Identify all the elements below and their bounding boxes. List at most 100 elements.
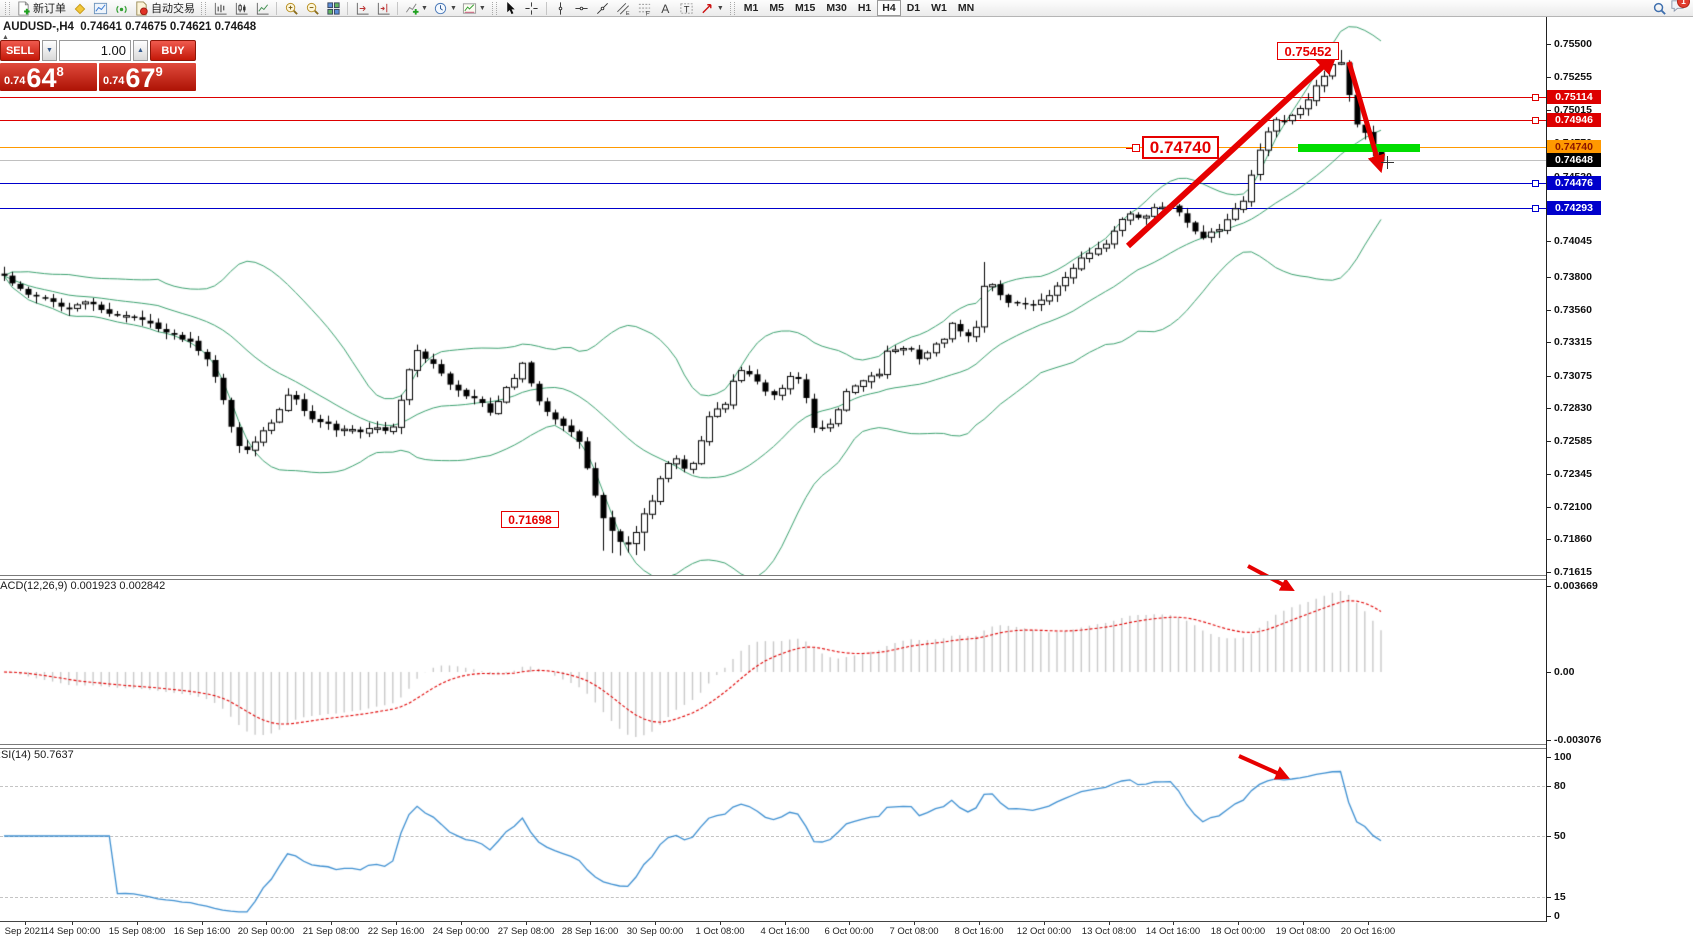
- toolbar-separator: [347, 1, 348, 15]
- peak-price-label[interactable]: 0.75452: [1277, 42, 1339, 60]
- timeframe-mn[interactable]: MN: [953, 0, 979, 16]
- sell-price-button[interactable]: 0.74 64 8: [0, 63, 97, 91]
- rsi-indicator-pane[interactable]: [0, 747, 1546, 921]
- auto-scroll-button[interactable]: [352, 0, 372, 16]
- price-tick-mark: [1547, 507, 1551, 508]
- buy-button[interactable]: BUY: [150, 40, 196, 61]
- charts-window-button[interactable]: [90, 0, 110, 16]
- date-tick-mark: [1238, 922, 1239, 925]
- price-tick: 0.73800: [1554, 271, 1592, 283]
- price-badge: 0.74648: [1547, 153, 1601, 167]
- date-tick-label: 20 Sep 00:00: [237, 926, 295, 937]
- date-tick-mark: [979, 922, 980, 925]
- vertical-line-button[interactable]: [551, 0, 571, 16]
- price-tick-mark: [1547, 474, 1551, 475]
- timeframe-h1[interactable]: H1: [853, 0, 876, 16]
- sell-button[interactable]: SELL: [0, 40, 40, 61]
- rsi-label: RSI(14) 50.7637: [0, 749, 74, 761]
- pane-separator[interactable]: [0, 744, 1546, 749]
- signals-button[interactable]: [111, 0, 131, 16]
- date-tick-label: 8 Oct 16:00: [954, 926, 1004, 937]
- periods-button[interactable]: ▼: [431, 0, 459, 16]
- date-tick-label: 16 Sep 16:00: [173, 926, 231, 937]
- buy-price-sup: 9: [155, 64, 163, 79]
- line-chart-button[interactable]: [252, 0, 272, 16]
- fibonacci-icon: F: [639, 3, 651, 16]
- new-order-icon: [18, 0, 30, 16]
- text-label-button[interactable]: T: [677, 0, 697, 16]
- zoom-in-button[interactable]: [281, 0, 301, 16]
- pane-separator[interactable]: [0, 575, 1546, 580]
- tile-windows-button[interactable]: [323, 0, 343, 16]
- rsi-tick: 100: [1554, 751, 1572, 763]
- line-chart-icon: [256, 2, 269, 15]
- date-tick-mark: [720, 922, 721, 925]
- timeframe-w1[interactable]: W1: [926, 0, 952, 16]
- lot-decrease-button[interactable]: ▼: [42, 40, 57, 61]
- new-order-button[interactable]: 新订单: [14, 0, 68, 16]
- mid-price-label[interactable]: 0.74740: [1142, 136, 1219, 159]
- macd-tick: 0.00: [1554, 666, 1575, 678]
- chart-shift-icon: [377, 2, 390, 15]
- chart-shift-button[interactable]: [373, 0, 393, 16]
- chat-button[interactable]: 1: [1670, 0, 1690, 18]
- horizontal-line-icon: [575, 6, 588, 10]
- equidistant-channel-button[interactable]: E: [614, 0, 634, 16]
- date-tick-label: 4 Oct 16:00: [760, 926, 810, 937]
- date-axis[interactable]: Sep 2021 14 Sep 00:00 15 Sep 08:00 16 Sep 1…: [0, 922, 1546, 939]
- date-tick-label: 28 Sep 16:00: [561, 926, 619, 937]
- macd-tick: -0.003076: [1554, 734, 1602, 746]
- rsi-tick-mark: [1547, 897, 1551, 898]
- cursor-icon: [507, 1, 516, 14]
- autotrading-button[interactable]: 自动交易: [132, 0, 197, 16]
- toolbar-separator: [545, 1, 547, 15]
- main-price-chart[interactable]: [0, 18, 1546, 575]
- indicators-button[interactable]: ▼: [402, 0, 430, 16]
- support-zone-bar[interactable]: [1298, 144, 1420, 152]
- low-price-label[interactable]: 0.71698: [501, 511, 559, 528]
- macd-indicator-pane[interactable]: [0, 578, 1546, 744]
- fibonacci-button[interactable]: F: [635, 0, 655, 16]
- date-tick-label: 13 Oct 08:00: [1081, 926, 1137, 937]
- crosshair-button[interactable]: [522, 0, 542, 16]
- price-axis[interactable]: 0.755000.752550.750150.747700.745300.742…: [1546, 17, 1693, 922]
- label-connector-line: [1126, 147, 1133, 149]
- date-tick-mark: [526, 922, 527, 925]
- timeframe-m5[interactable]: M5: [764, 0, 789, 16]
- candlestick-chart-button[interactable]: [231, 0, 251, 16]
- macd-tick-mark: [1547, 586, 1551, 587]
- timeframe-m15[interactable]: M15: [790, 0, 820, 16]
- date-tick-mark: [590, 922, 591, 925]
- arrows-button[interactable]: ▼: [698, 0, 726, 16]
- timeframe-m1[interactable]: M1: [739, 0, 764, 16]
- lot-increase-button[interactable]: ▲: [133, 40, 148, 61]
- search-button[interactable]: [1649, 0, 1669, 16]
- templates-button[interactable]: ▼: [460, 0, 488, 16]
- svg-text:E: E: [626, 11, 630, 16]
- bar-chart-icon: [214, 2, 227, 15]
- cursor-button[interactable]: [501, 0, 521, 16]
- horizontal-line-button[interactable]: [572, 0, 592, 16]
- timeframe-m30[interactable]: M30: [821, 0, 851, 16]
- bar-chart-button[interactable]: [210, 0, 230, 16]
- zoom-out-button[interactable]: [302, 0, 322, 16]
- rsi-tick-mark: [1547, 836, 1551, 837]
- text-button[interactable]: A: [656, 0, 676, 16]
- profile-button[interactable]: [69, 0, 89, 16]
- pane-bottom-border: [0, 921, 1546, 922]
- price-badge: 0.74293: [1547, 201, 1601, 215]
- price-tick: 0.72585: [1554, 435, 1592, 447]
- timeframe-h4[interactable]: H4: [877, 0, 901, 16]
- date-tick-mark: [1368, 922, 1369, 925]
- signal-icon: [115, 5, 127, 13]
- symbol-ohlc-info: AUDUSD-,H4 0.74641 0.74675 0.74621 0.746…: [3, 21, 257, 33]
- timeframe-d1[interactable]: D1: [902, 0, 925, 16]
- trade-panel-collapse-arrow[interactable]: ▲: [2, 34, 9, 41]
- buy-price-button[interactable]: 0.74 67 9: [99, 63, 196, 91]
- trendline-button[interactable]: [593, 0, 613, 16]
- sell-price-sup: 8: [56, 64, 64, 79]
- date-tick-label: 24 Sep 00:00: [432, 926, 490, 937]
- rsi-tick-mark: [1547, 916, 1551, 917]
- lot-size-input[interactable]: 1.00: [59, 40, 131, 61]
